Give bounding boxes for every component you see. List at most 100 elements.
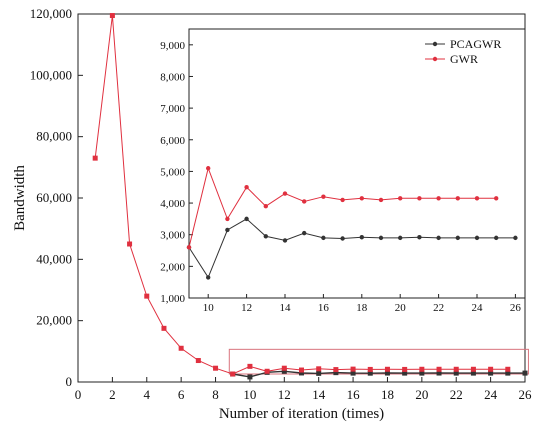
main-point-gwr xyxy=(505,366,511,372)
inset-x-tick-label: 14 xyxy=(280,302,292,314)
inset-series-line-pcagwr xyxy=(188,218,516,279)
inset-x-tick-label: 12 xyxy=(241,302,252,314)
inset-point-pcagwr xyxy=(494,235,499,241)
main-point-gwr xyxy=(264,368,270,374)
main-y-tick-label: 60,000 xyxy=(36,190,72,205)
main-point-gwr xyxy=(350,366,356,372)
inset-x-tick-label: 24 xyxy=(472,302,484,314)
inset-x-tick-label: 26 xyxy=(510,302,522,314)
inset-point-pcagwr xyxy=(340,236,345,241)
main-x-tick-label: 24 xyxy=(484,387,498,402)
inset-point-pcagwr xyxy=(282,238,288,243)
inset-y-tick-label: 8,000 xyxy=(160,71,185,83)
main-point-gwr xyxy=(488,366,494,372)
main-point-pcagwr xyxy=(299,370,304,376)
main-point-pcagwr xyxy=(247,374,253,380)
main-point-gwr xyxy=(453,366,459,372)
inset-x-tick-label: 10 xyxy=(203,302,215,314)
inset-y-tick-label: 9,000 xyxy=(160,40,185,52)
main-x-tick-label: 4 xyxy=(144,387,151,402)
inset-point-gwr xyxy=(225,216,230,222)
y-axis-title: Bandwidth xyxy=(12,165,28,231)
main-point-pcagwr xyxy=(436,370,442,376)
main-point-pcagwr xyxy=(316,370,322,376)
inset-point-gwr xyxy=(340,197,345,203)
main-point-pcagwr xyxy=(419,370,425,376)
main-point-pcagwr xyxy=(488,370,494,376)
main-point-gwr xyxy=(299,367,304,373)
main-point-gwr xyxy=(333,367,339,373)
main-point-pcagwr xyxy=(350,370,356,376)
inset-y-tick-label: 5,000 xyxy=(160,166,185,178)
inset-point-pcagwr xyxy=(417,235,422,240)
main-point-gwr xyxy=(316,366,322,372)
main-y-tick-label: 20,000 xyxy=(36,313,72,328)
main-point-pcagwr xyxy=(281,368,287,374)
inset-point-gwr xyxy=(417,196,422,201)
inset-x-tick-label: 18 xyxy=(356,302,368,314)
main-x-tick-label: 18 xyxy=(381,387,394,402)
main-x-tick-label: 10 xyxy=(243,387,256,402)
main-point-gwr xyxy=(161,325,167,331)
x-axis-title: Number of iteration (times) xyxy=(219,406,384,422)
inset-point-gwr xyxy=(359,196,364,201)
main-point-gwr xyxy=(367,366,373,372)
inset-point-pcagwr xyxy=(398,235,403,241)
main-point-pcagwr xyxy=(505,370,511,376)
main-point-gwr xyxy=(384,366,390,372)
inset-point-pcagwr xyxy=(225,227,230,233)
main-point-gwr xyxy=(144,293,150,299)
main-x-tick-label: 20 xyxy=(415,387,428,402)
inset-y-tick-label: 1,000 xyxy=(160,293,185,305)
inset-y-tick-label: 7,000 xyxy=(160,103,185,115)
inset-point-gwr xyxy=(378,197,384,203)
main-x-tick-label: 26 xyxy=(519,387,533,402)
inset-x-tick-label: 20 xyxy=(395,302,407,314)
inset-point-gwr xyxy=(455,196,460,201)
inset-point-pcagwr xyxy=(378,235,384,241)
main-point-gwr xyxy=(436,366,442,372)
main-point-gwr xyxy=(402,366,408,372)
main-point-gwr xyxy=(195,358,201,364)
inset-point-gwr xyxy=(186,245,192,250)
main-y-tick-label: 120,000 xyxy=(30,6,72,21)
inset-point-gwr xyxy=(282,191,288,196)
inset-point-pcagwr xyxy=(244,216,249,222)
inset-point-pcagwr xyxy=(206,275,211,280)
inset-point-gwr xyxy=(263,204,268,209)
inset-point-gwr xyxy=(398,196,403,201)
legend-swatch-marker xyxy=(432,56,438,62)
legend-label: PCAGWR xyxy=(450,37,501,51)
main-y-tick-label: 100,000 xyxy=(30,67,72,82)
main-point-gwr xyxy=(470,366,476,372)
inset-point-pcagwr xyxy=(263,234,268,239)
legend-swatch-marker xyxy=(432,41,438,47)
inset-point-pcagwr xyxy=(321,235,326,241)
inset-point-pcagwr xyxy=(302,230,307,236)
main-point-pcagwr xyxy=(333,370,339,376)
inset-y-tick-label: 2,000 xyxy=(160,261,185,273)
inset-x-tick-label: 22 xyxy=(433,302,444,314)
main-point-pcagwr xyxy=(384,370,390,376)
inset-point-pcagwr xyxy=(474,235,480,241)
inset-plot-frame xyxy=(188,28,526,299)
main-x-tick-label: 16 xyxy=(347,387,361,402)
main-point-gwr xyxy=(247,363,253,369)
main-point-pcagwr xyxy=(470,370,476,376)
inset-point-gwr xyxy=(436,196,441,201)
inset-point-pcagwr xyxy=(513,235,518,241)
main-x-tick-label: 22 xyxy=(450,387,463,402)
main-point-gwr xyxy=(92,155,98,161)
main-point-pcagwr xyxy=(522,370,528,376)
main-point-pcagwr xyxy=(453,370,459,376)
inset-point-gwr xyxy=(206,166,211,171)
inset-point-pcagwr xyxy=(436,235,441,241)
main-point-gwr xyxy=(230,371,236,377)
inset-x-tick-label: 16 xyxy=(318,302,330,314)
main-x-tick-label: 2 xyxy=(109,387,116,402)
inset-point-pcagwr xyxy=(359,235,364,240)
main-point-gwr xyxy=(419,366,425,372)
